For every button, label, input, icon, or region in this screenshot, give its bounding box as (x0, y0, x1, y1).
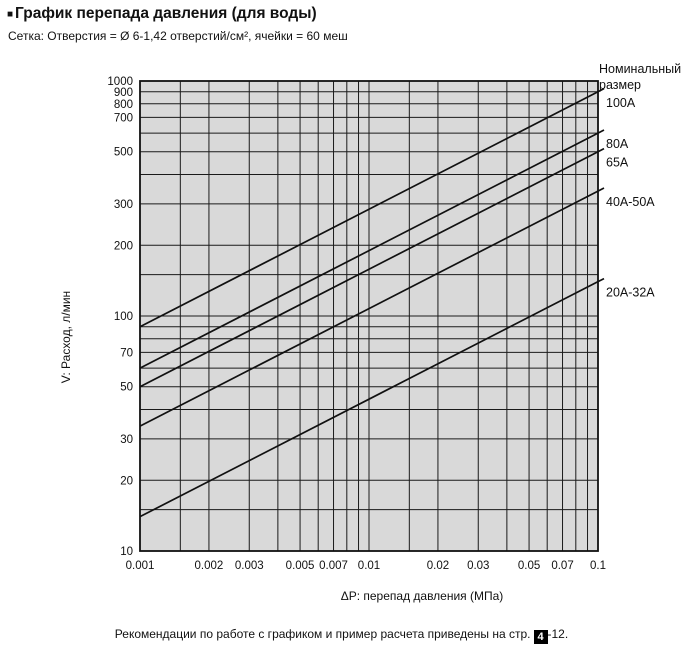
series-label-80A: 80A (606, 137, 629, 151)
x-tick-label: 0.003 (235, 560, 264, 572)
x-tick-label: 0.02 (427, 560, 449, 572)
x-tick-label: 0.002 (195, 560, 224, 572)
x-tick-label: 0.01 (358, 560, 380, 572)
y-tick-label: 50 (120, 382, 133, 394)
legend-title-line: Номинальный (599, 62, 681, 76)
x-tick-label: 0.03 (467, 560, 489, 572)
x-axis-title: ΔP: перепад давления (МПа) (341, 589, 504, 603)
legend-title-line: размер (599, 78, 641, 92)
y-tick-label: 100 (114, 311, 133, 323)
y-tick-label: 30 (120, 434, 133, 446)
x-tick-label: 0.005 (286, 560, 315, 572)
y-tick-label: 10 (120, 546, 133, 558)
chart-subtitle: Сетка: Отверстия = Ø 6-1,42 отверстий/см… (8, 29, 348, 43)
x-tick-label: 0.05 (518, 560, 540, 572)
series-label-40A-50A: 40A-50A (606, 195, 655, 209)
x-tick-label: 0.07 (551, 560, 573, 572)
x-tick-label: 0.001 (126, 560, 155, 572)
footer-note: Рекомендации по работе с графиком и прим… (0, 627, 683, 644)
y-tick-label: 1000 (107, 76, 133, 88)
y-tick-label: 500 (114, 147, 133, 159)
y-tick-label: 900 (114, 87, 133, 99)
footer-text-after: -12. (547, 627, 569, 641)
series-label-20A-32A: 20A-32A (606, 286, 655, 300)
plot-border (139, 80, 599, 552)
page-title: График перепада давления (для воды) (15, 5, 317, 22)
y-axis-title: V: Расход, л/мин (59, 291, 73, 383)
y-tick-label: 20 (120, 475, 133, 487)
series-label-100A: 100A (606, 96, 636, 110)
y-tick-label: 70 (120, 347, 133, 359)
page-number-badge: 4 (533, 630, 548, 644)
title-bullet-icon: ■ (7, 9, 14, 20)
x-tick-label: 0.1 (590, 560, 606, 572)
footer-text-before: Рекомендации по работе с графиком и прим… (114, 627, 531, 641)
x-tick-label: 0.007 (319, 560, 348, 572)
y-tick-label: 800 (114, 99, 133, 111)
y-tick-label: 700 (114, 112, 133, 124)
y-tick-label: 300 (114, 199, 133, 211)
y-tick-label: 200 (114, 240, 133, 252)
chart-title-row: ■ График перепада давления (для воды) (7, 5, 317, 23)
series-label-65A: 65A (606, 156, 629, 170)
